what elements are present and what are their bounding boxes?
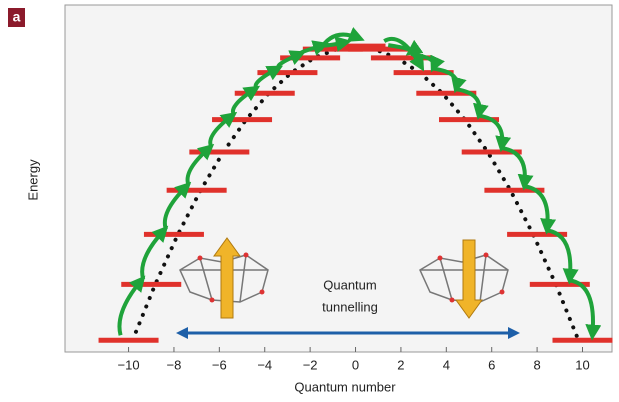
x-tick-label: 4 (443, 357, 450, 372)
spin-up-arrow (213, 237, 241, 319)
spin-down-arrow (455, 239, 483, 319)
transition-arrow (455, 87, 489, 120)
x-tick-label: 10 (575, 357, 589, 372)
transition-arrow (478, 113, 512, 153)
y-axis-label: Energy (25, 159, 40, 201)
annotation: tunnelling (322, 299, 378, 314)
badge: a (13, 9, 21, 25)
x-tick-label: −4 (257, 357, 272, 372)
transition-arrow (523, 184, 557, 235)
molecule-atoms (197, 252, 505, 303)
transition-arrow (253, 65, 284, 90)
transition-arrow (569, 278, 602, 341)
x-tick-label: −6 (212, 357, 227, 372)
transition-arrow (162, 181, 192, 231)
transition-arrow (318, 27, 365, 51)
badge-box (8, 8, 25, 27)
x-axis-label: Quantum number (294, 379, 396, 394)
molecule (179, 254, 509, 303)
transition-arrow (140, 225, 169, 280)
x-tick-label: −2 (303, 357, 318, 372)
transition-arrow (383, 36, 425, 72)
x-tick-label: −10 (118, 357, 140, 372)
x-tick-label: 2 (397, 357, 404, 372)
transition-arrow (185, 143, 215, 187)
transition-arrow (546, 228, 579, 285)
x-tick-label: −8 (167, 357, 182, 372)
x-tick-label: 8 (533, 357, 540, 372)
x-tick-label: 0 (352, 357, 359, 372)
transition-arrow (276, 50, 307, 70)
transition-arrow (208, 111, 238, 148)
transition-arrow (433, 66, 467, 94)
transition-arrow (231, 85, 261, 116)
annotation: Quantum (323, 277, 376, 292)
transition-arrow (299, 40, 329, 56)
transition-arrow (501, 146, 534, 191)
x-tick-label: 6 (488, 357, 495, 372)
transition-arrow (117, 275, 146, 336)
